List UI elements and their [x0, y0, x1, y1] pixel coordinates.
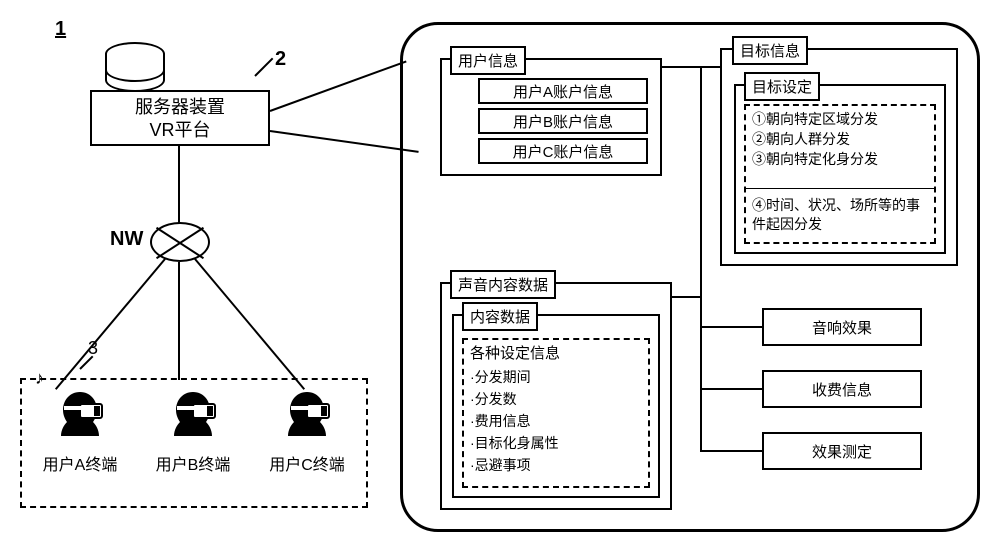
server-line2: VR平台	[92, 119, 268, 142]
billing-box: 收费信息	[762, 370, 922, 408]
pointer-line	[254, 58, 273, 77]
conn-se	[700, 326, 762, 328]
conn-bill	[700, 388, 762, 390]
target-info-title: 目标信息	[732, 36, 808, 65]
vr-head-icon	[163, 386, 223, 446]
user-c-row: 用户C账户信息	[478, 138, 648, 164]
target-extra: ④时间、状况、场所等的事件起因分发	[752, 196, 932, 234]
figure-number-label: 1	[55, 18, 66, 41]
setting-4: ·目标化身属性	[470, 434, 559, 453]
vr-head-icon	[277, 386, 337, 446]
server-number-label: 2	[275, 48, 286, 71]
spoke-b	[178, 262, 180, 380]
user-a-label: 用户A终端	[35, 451, 125, 475]
server-line1: 服务器装置	[92, 96, 268, 119]
nw-label: NW	[110, 228, 143, 251]
setting-3: ·费用信息	[470, 412, 531, 431]
spoke-c	[194, 258, 305, 390]
settings-title: 各种设定信息	[470, 344, 560, 364]
user-b-label: 用户B终端	[148, 451, 238, 475]
setting-5: ·忌避事项	[470, 456, 531, 475]
user-a-row: 用户A账户信息	[478, 78, 648, 104]
user-c-label: 用户C终端	[262, 451, 352, 475]
setting-1: ·分发期间	[470, 368, 531, 387]
conn-eff	[700, 450, 762, 452]
trunk-right	[700, 66, 702, 452]
link-server-nw	[178, 146, 180, 224]
target-item-1: ①朝向特定区域分发	[752, 110, 878, 129]
content-data-title: 内容数据	[462, 302, 538, 331]
database-body-icon	[105, 62, 165, 92]
vr-head-icon	[50, 386, 110, 446]
target-divider	[744, 188, 936, 189]
user-a-terminal: 用户A终端	[35, 386, 125, 475]
user-info-title: 用户信息	[450, 46, 526, 75]
server-box: 服务器装置 VR平台	[90, 90, 270, 146]
target-settings-title: 目标设定	[744, 72, 820, 101]
sound-effect-box: 音响效果	[762, 308, 922, 346]
effect-box: 效果测定	[762, 432, 922, 470]
user-b-row: 用户B账户信息	[478, 108, 648, 134]
conn-audio-trunk	[672, 296, 702, 298]
spoke-a	[55, 258, 166, 390]
bubble-tail-top	[270, 60, 407, 111]
user-c-terminal: 用户C终端	[262, 386, 352, 475]
user-b-terminal: 用户B终端	[148, 386, 238, 475]
setting-2: ·分发数	[470, 390, 517, 409]
conn-user-target	[662, 66, 720, 68]
target-item-2: ②朝向人群分发	[752, 130, 850, 149]
target-item-3: ③朝向特定化身分发	[752, 150, 878, 169]
bubble-tail-bot	[270, 130, 419, 153]
audio-title: 声音内容数据	[450, 270, 556, 299]
